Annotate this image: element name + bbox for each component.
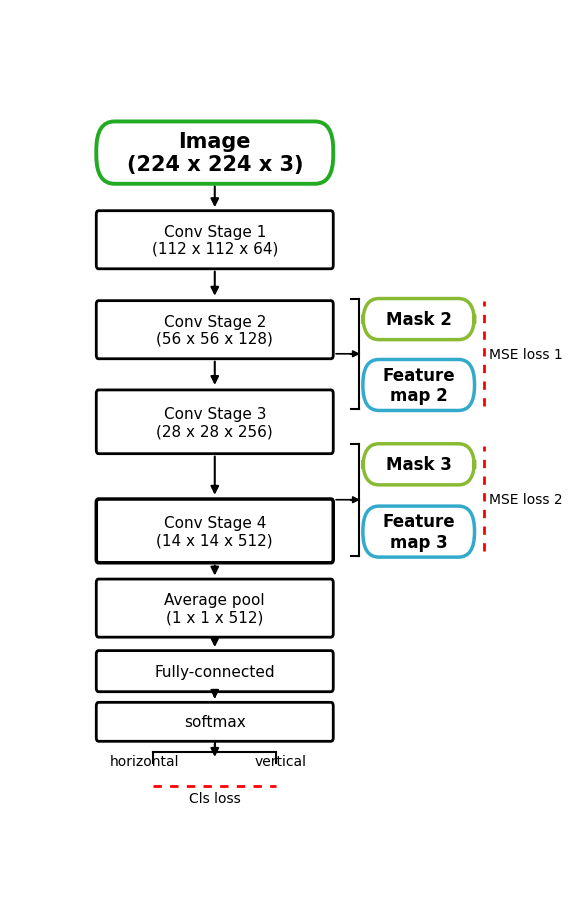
Text: Cls loss: Cls loss [189, 791, 240, 805]
Text: Conv Stage 4
(14 x 14 x 512): Conv Stage 4 (14 x 14 x 512) [156, 516, 273, 548]
FancyBboxPatch shape [363, 506, 475, 558]
FancyBboxPatch shape [363, 444, 475, 485]
FancyBboxPatch shape [96, 301, 333, 359]
FancyBboxPatch shape [96, 651, 333, 692]
Text: MSE loss 1: MSE loss 1 [489, 347, 563, 361]
Text: Fully-connected: Fully-connected [155, 664, 275, 679]
Text: Conv Stage 3
(28 x 28 x 256): Conv Stage 3 (28 x 28 x 256) [156, 406, 273, 438]
FancyBboxPatch shape [96, 122, 333, 185]
Text: vertical: vertical [255, 754, 307, 768]
Text: Conv Stage 1
(112 x 112 x 64): Conv Stage 1 (112 x 112 x 64) [152, 224, 278, 256]
Text: Mask 3: Mask 3 [386, 456, 452, 474]
Text: horizontal: horizontal [109, 754, 179, 768]
FancyBboxPatch shape [96, 391, 333, 454]
FancyBboxPatch shape [363, 360, 475, 411]
Text: Image
(224 x 224 x 3): Image (224 x 224 x 3) [126, 131, 303, 175]
Text: Feature
map 2: Feature map 2 [382, 366, 455, 405]
Text: Conv Stage 2
(56 x 56 x 128): Conv Stage 2 (56 x 56 x 128) [156, 314, 273, 346]
Text: Feature
map 3: Feature map 3 [382, 513, 455, 551]
FancyBboxPatch shape [96, 580, 333, 638]
Text: softmax: softmax [184, 715, 246, 730]
FancyBboxPatch shape [96, 211, 333, 269]
FancyBboxPatch shape [363, 300, 475, 340]
Text: Average pool
(1 x 1 x 512): Average pool (1 x 1 x 512) [165, 592, 265, 625]
FancyBboxPatch shape [96, 499, 333, 563]
FancyBboxPatch shape [96, 702, 333, 742]
Text: Mask 2: Mask 2 [386, 311, 452, 329]
Text: MSE loss 2: MSE loss 2 [489, 493, 563, 506]
